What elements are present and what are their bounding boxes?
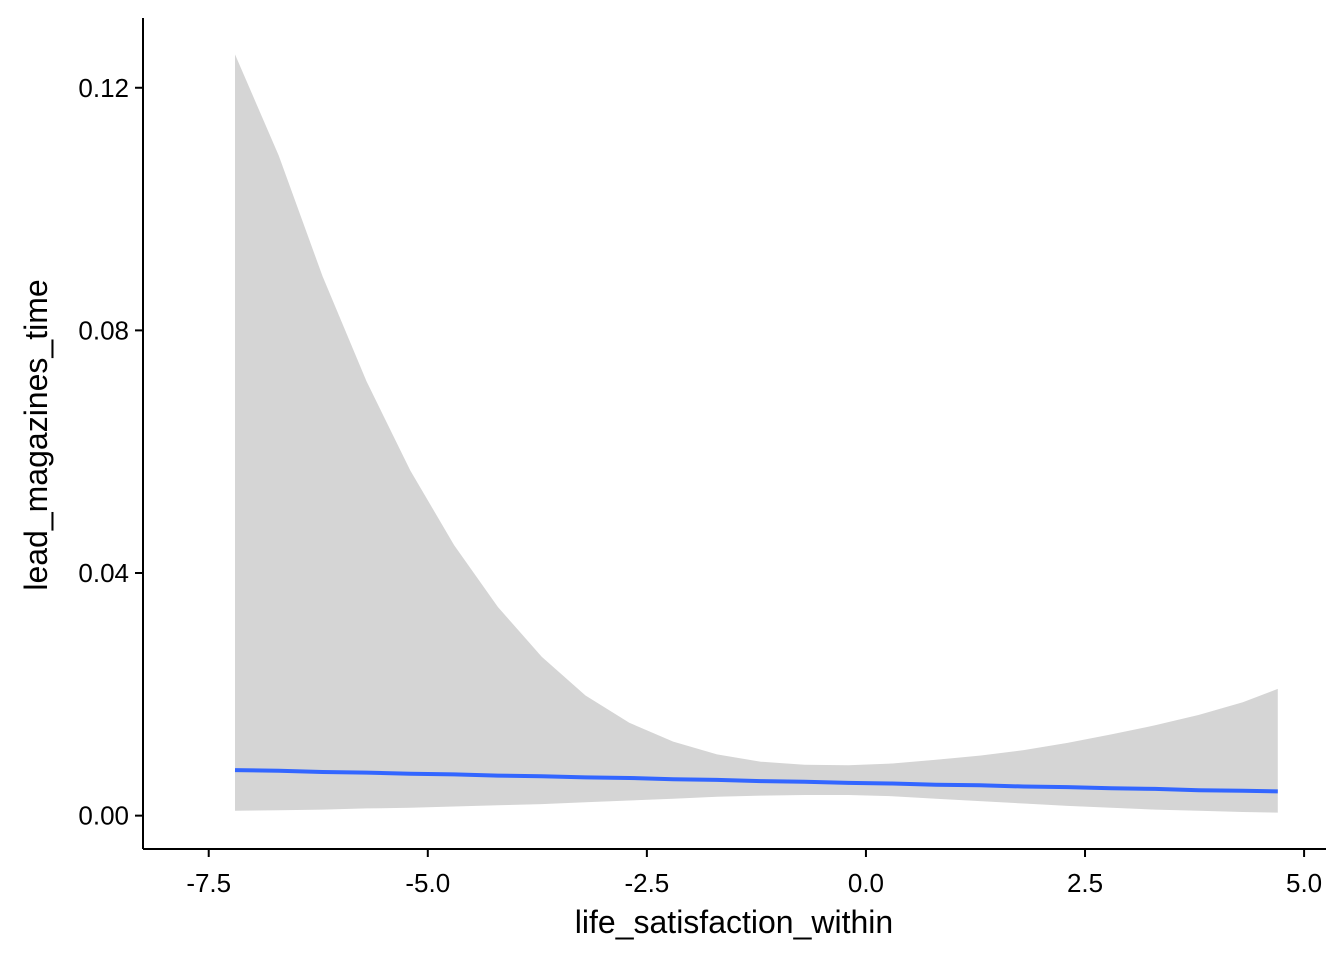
confidence-band (235, 54, 1278, 813)
y-tick-label: 0.04 (78, 558, 129, 588)
y-tick-label: 0.12 (78, 73, 129, 103)
x-tick-label: 5.0 (1286, 868, 1322, 898)
x-axis-title: life_satisfaction_within (575, 904, 893, 940)
plot-area (234, 54, 1278, 813)
y-axis-title: lead_magazines_time (18, 279, 54, 590)
fit-line (234, 768, 1278, 794)
x-tick-label: 0.0 (848, 868, 884, 898)
y-tick-label: 0.00 (78, 801, 129, 831)
y-tick-label: 0.08 (78, 315, 129, 345)
x-tick-label: -7.5 (186, 868, 231, 898)
x-tick-label: -2.5 (624, 868, 669, 898)
axes (142, 18, 1326, 850)
y-ticks: 0.00 0.04 0.08 0.12 (78, 73, 143, 831)
x-tick-label: 2.5 (1067, 868, 1103, 898)
x-tick-label: -5.0 (405, 868, 450, 898)
x-ticks: -7.5 -5.0 -2.5 0.0 2.5 5.0 (186, 849, 1322, 898)
